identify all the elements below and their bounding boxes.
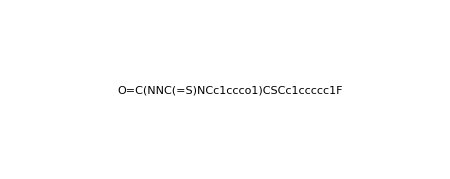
- Text: O=C(NNC(=S)NCc1ccco1)CSCc1ccccc1F: O=C(NNC(=S)NCc1ccco1)CSCc1ccccc1F: [118, 85, 343, 95]
